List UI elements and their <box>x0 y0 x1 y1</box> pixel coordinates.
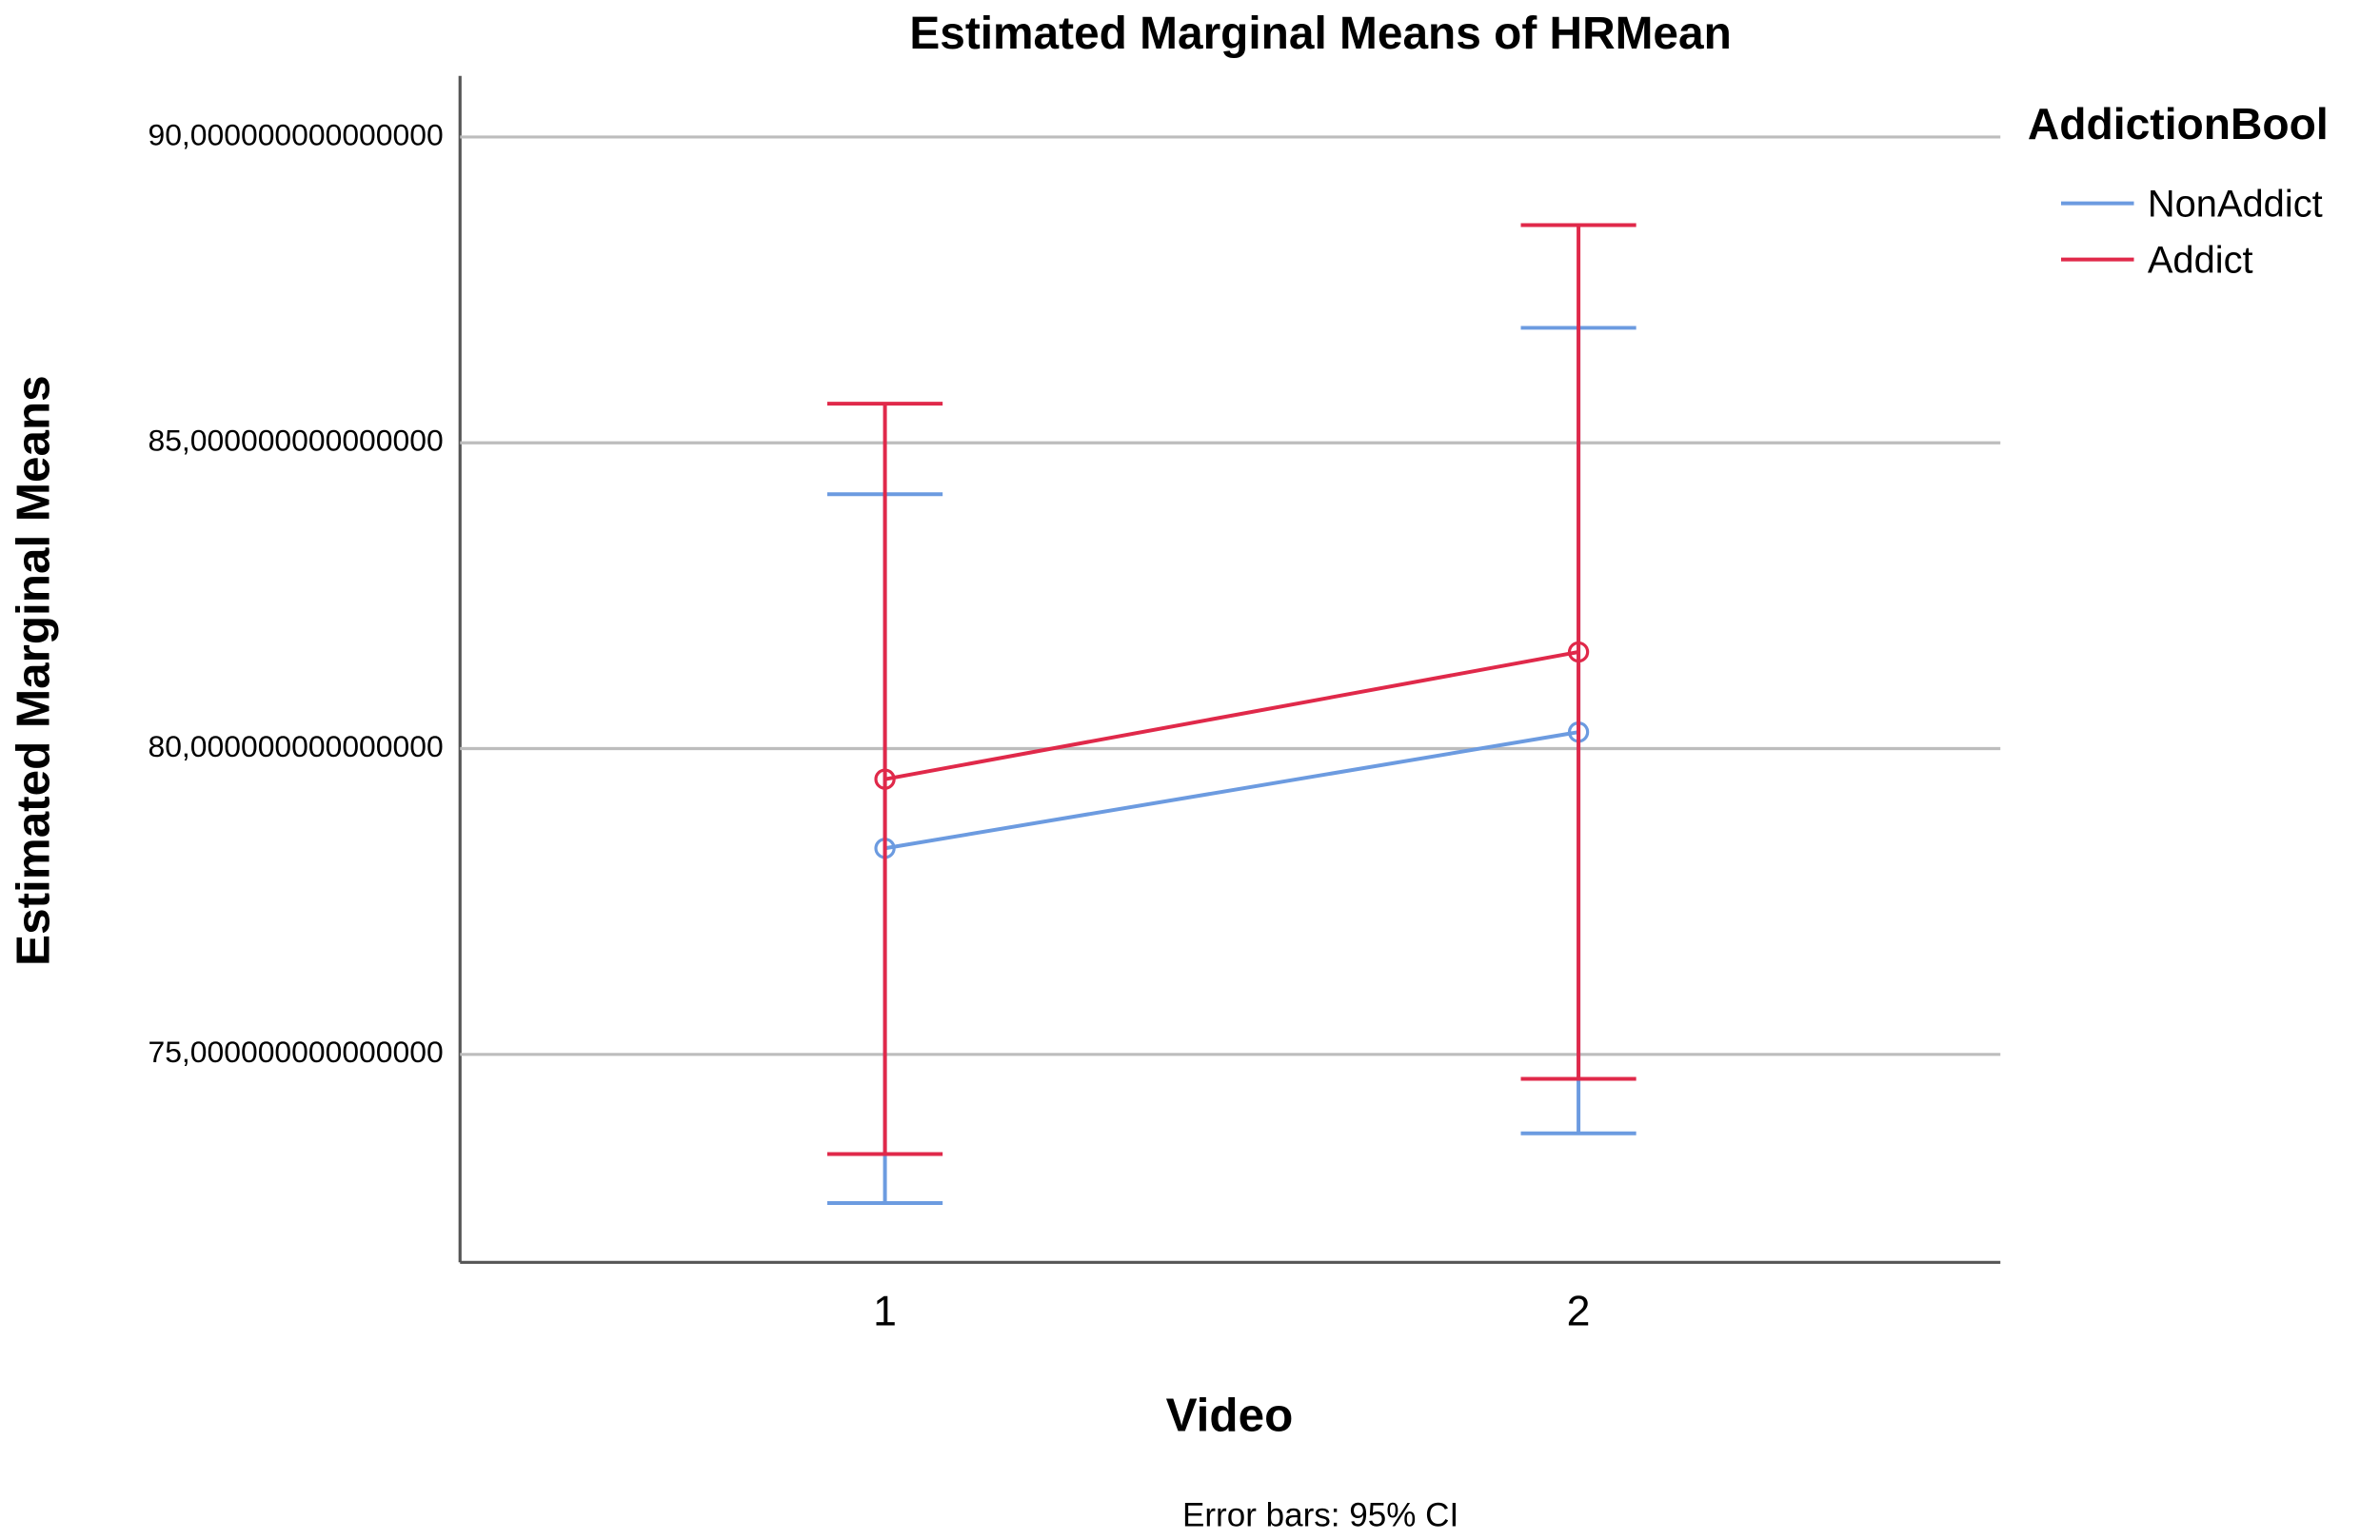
chart-title: Estimated Marginal Means of HRMean <box>909 9 1731 59</box>
footnote: Error bars: 95% CI <box>1182 1496 1458 1533</box>
series-line <box>884 650 1579 781</box>
legend-label: NonAddict <box>2148 183 2323 225</box>
y-tick-label: 90,000000000000000 <box>148 117 443 151</box>
legend-label: Addict <box>2148 239 2253 281</box>
legend-title: AddictionBool <box>2028 99 2329 148</box>
x-tick-label: 2 <box>1567 1288 1591 1334</box>
y-tick-label: 75,000000000000000 <box>148 1035 443 1069</box>
point-marker <box>874 768 896 790</box>
y-tick-label: 80,000000000000000 <box>148 729 443 763</box>
x-tick-label: 1 <box>873 1288 897 1334</box>
y-axis-title: Estimated Marginal Means <box>8 375 60 966</box>
y-tick-label: 85,000000000000000 <box>148 424 443 458</box>
series-line <box>884 730 1579 851</box>
error-bar <box>1520 223 1636 1081</box>
point-marker <box>1567 641 1590 663</box>
x-axis-title: Video <box>1166 1390 1294 1442</box>
